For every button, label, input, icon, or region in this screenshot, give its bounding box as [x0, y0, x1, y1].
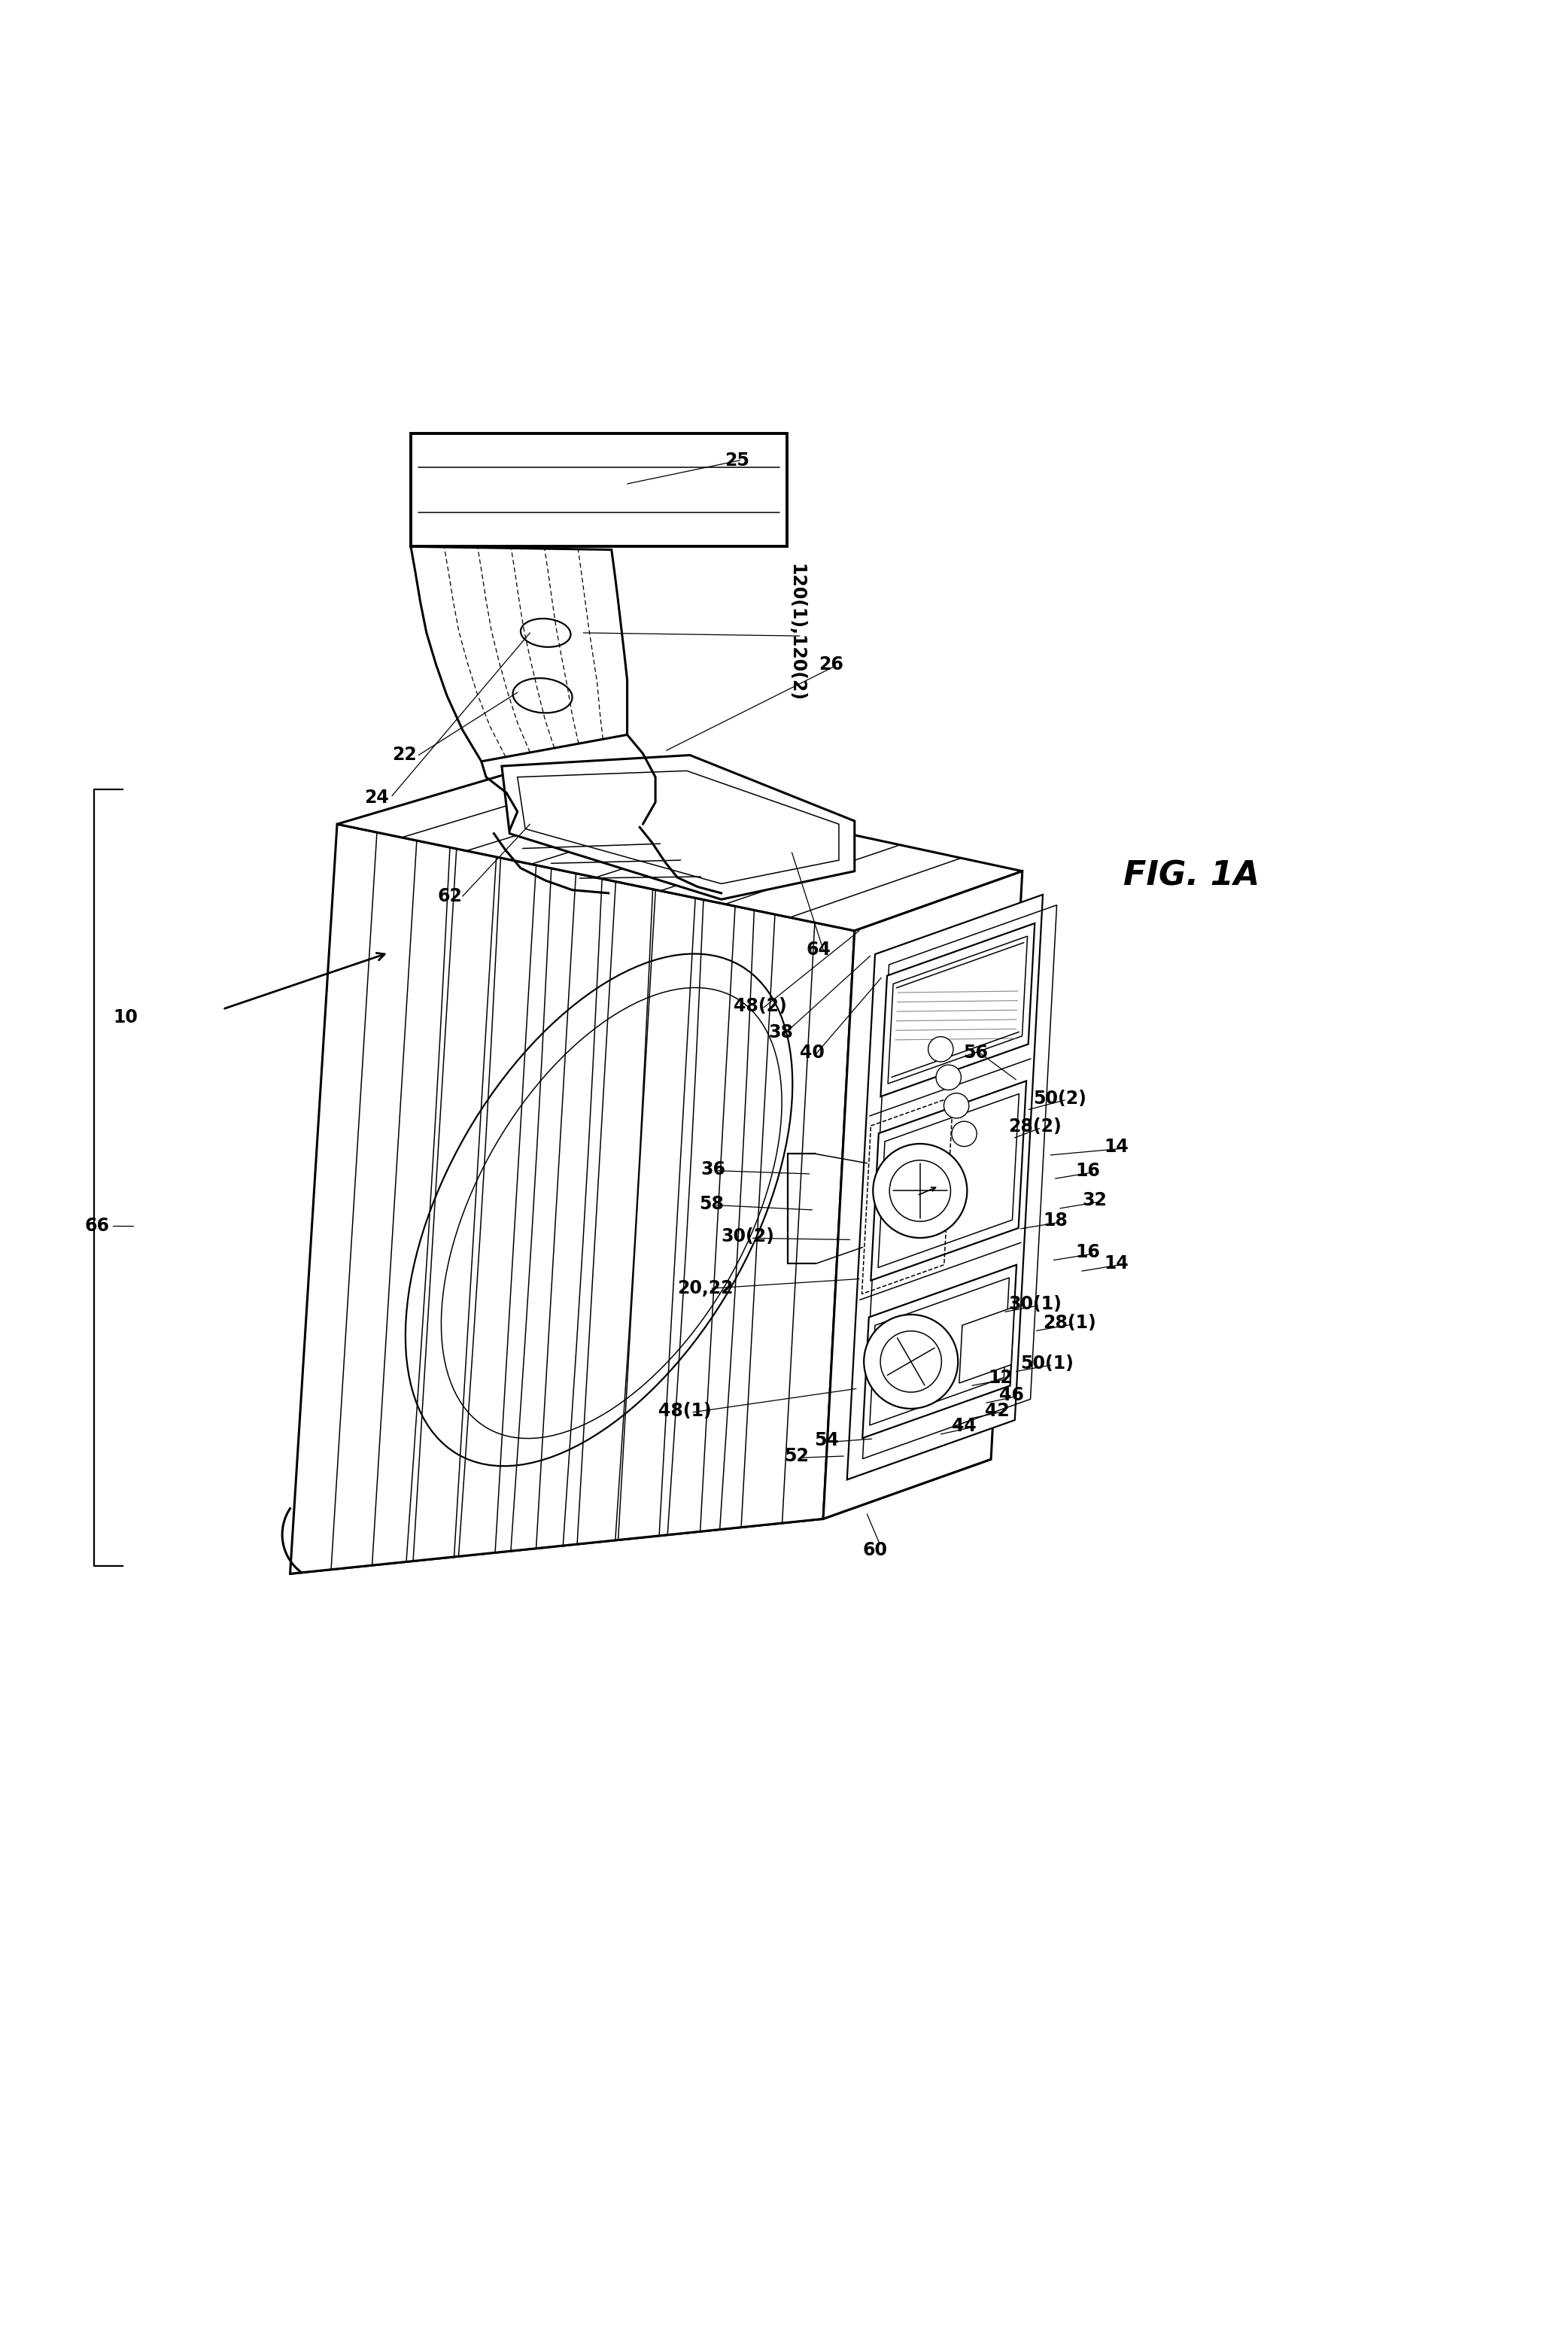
Text: 28(1): 28(1) — [1043, 1313, 1096, 1332]
Text: 24: 24 — [364, 788, 389, 807]
Circle shape — [944, 1094, 969, 1119]
Text: 50(1): 50(1) — [1021, 1355, 1074, 1374]
Polygon shape — [823, 872, 1022, 1518]
Text: 18: 18 — [1043, 1213, 1068, 1229]
Polygon shape — [870, 1082, 1027, 1280]
Polygon shape — [960, 1306, 1014, 1383]
Text: 20,22: 20,22 — [677, 1280, 734, 1297]
Text: 52: 52 — [784, 1448, 809, 1464]
Text: 26: 26 — [818, 655, 844, 674]
Polygon shape — [870, 1278, 1010, 1425]
Text: 64: 64 — [806, 940, 831, 958]
Text: 44: 44 — [952, 1418, 977, 1437]
Text: 28(2): 28(2) — [1008, 1117, 1062, 1136]
Text: 25: 25 — [724, 452, 750, 469]
Text: 10: 10 — [113, 1007, 138, 1026]
Text: 46: 46 — [999, 1385, 1024, 1404]
Polygon shape — [862, 1264, 1016, 1439]
Polygon shape — [411, 546, 627, 763]
Polygon shape — [881, 923, 1035, 1096]
Text: 56: 56 — [963, 1045, 988, 1061]
Text: 30(1): 30(1) — [1008, 1294, 1062, 1313]
Text: 48(2): 48(2) — [734, 998, 787, 1014]
Text: 38: 38 — [768, 1024, 793, 1042]
Text: 62: 62 — [437, 886, 463, 905]
Text: 48(1): 48(1) — [659, 1402, 712, 1420]
Text: 54: 54 — [814, 1432, 839, 1451]
Text: 42: 42 — [985, 1402, 1010, 1420]
Text: 66: 66 — [85, 1217, 110, 1234]
Text: 14: 14 — [1104, 1255, 1129, 1273]
Text: 30(2): 30(2) — [721, 1227, 775, 1245]
Text: 16: 16 — [1076, 1243, 1101, 1262]
Text: 36: 36 — [701, 1159, 726, 1178]
Circle shape — [889, 1161, 950, 1222]
Text: 22: 22 — [392, 746, 417, 765]
Text: 12: 12 — [988, 1369, 1013, 1388]
Circle shape — [873, 1143, 967, 1238]
Text: 14: 14 — [1104, 1138, 1129, 1157]
Circle shape — [880, 1332, 941, 1392]
Text: 32: 32 — [1082, 1192, 1107, 1210]
Text: 120(1),120(2): 120(1),120(2) — [787, 564, 806, 702]
Polygon shape — [847, 895, 1043, 1481]
Polygon shape — [878, 1094, 1019, 1269]
Text: 50(2): 50(2) — [1033, 1089, 1087, 1108]
Polygon shape — [502, 756, 855, 900]
Polygon shape — [887, 935, 1027, 1084]
Text: 58: 58 — [699, 1194, 724, 1213]
Text: 40: 40 — [800, 1045, 825, 1061]
Polygon shape — [337, 767, 1022, 930]
Polygon shape — [290, 1460, 991, 1574]
Circle shape — [952, 1122, 977, 1147]
Text: 60: 60 — [862, 1541, 887, 1560]
Polygon shape — [411, 434, 787, 546]
Circle shape — [928, 1038, 953, 1061]
Polygon shape — [290, 823, 855, 1574]
Text: 16: 16 — [1076, 1161, 1101, 1180]
Circle shape — [936, 1066, 961, 1089]
Circle shape — [864, 1315, 958, 1409]
Text: FIG. 1A: FIG. 1A — [1124, 861, 1259, 893]
